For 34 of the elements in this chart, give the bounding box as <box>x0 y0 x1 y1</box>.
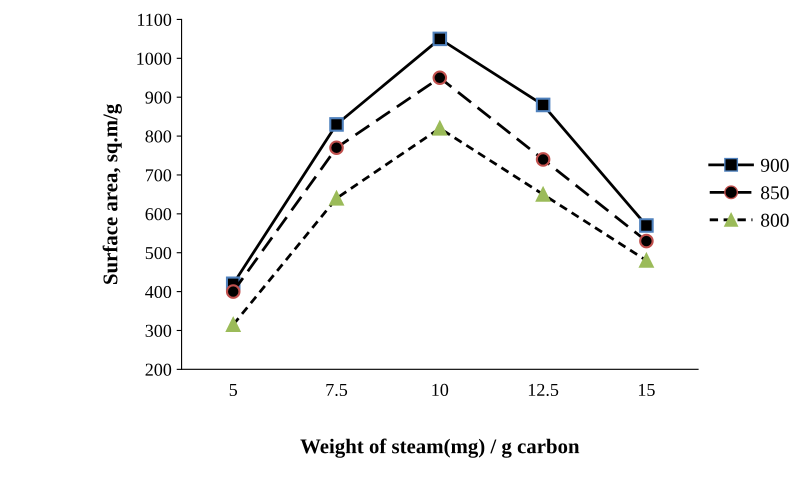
point <box>639 234 654 248</box>
y-tick-label: 400 <box>145 286 172 298</box>
x-tick-label: 7.5 <box>326 384 348 396</box>
x-tick-label: 5 <box>230 384 238 396</box>
point <box>226 317 241 332</box>
point <box>226 284 241 299</box>
y-tick-label: 200 <box>146 364 172 376</box>
point <box>536 187 550 202</box>
y-tick-label: 500 <box>146 246 172 260</box>
point <box>329 117 344 132</box>
y-axis-title: Surface area, sq.m/g <box>102 104 122 284</box>
point <box>432 121 448 136</box>
point <box>432 70 448 86</box>
point <box>536 98 550 112</box>
x-tick-label: 10 <box>432 384 448 396</box>
y-tick-label: 600 <box>146 208 172 220</box>
point <box>639 218 654 233</box>
y-tick-label: 800 <box>145 130 172 143</box>
point <box>329 190 344 206</box>
y-tick-label: 900 <box>145 91 172 104</box>
y-tick-label: 1100 <box>138 14 172 26</box>
y-tick-label: 300 <box>146 324 172 337</box>
legend-label: 900 <box>760 158 789 172</box>
point <box>329 140 344 156</box>
legend-label: 800 <box>761 214 789 227</box>
point <box>639 253 654 268</box>
legend-label: 850 <box>761 186 789 200</box>
x-tick-label: 15 <box>638 384 655 396</box>
point <box>432 32 448 46</box>
point <box>536 152 550 167</box>
x-tick-label: 12.5 <box>528 384 558 396</box>
x-axis-title: Weight of steam(mg) / g carbon <box>300 438 580 458</box>
y-tick-label: 700 <box>146 169 172 182</box>
y-tick-label: 1000 <box>137 52 172 65</box>
